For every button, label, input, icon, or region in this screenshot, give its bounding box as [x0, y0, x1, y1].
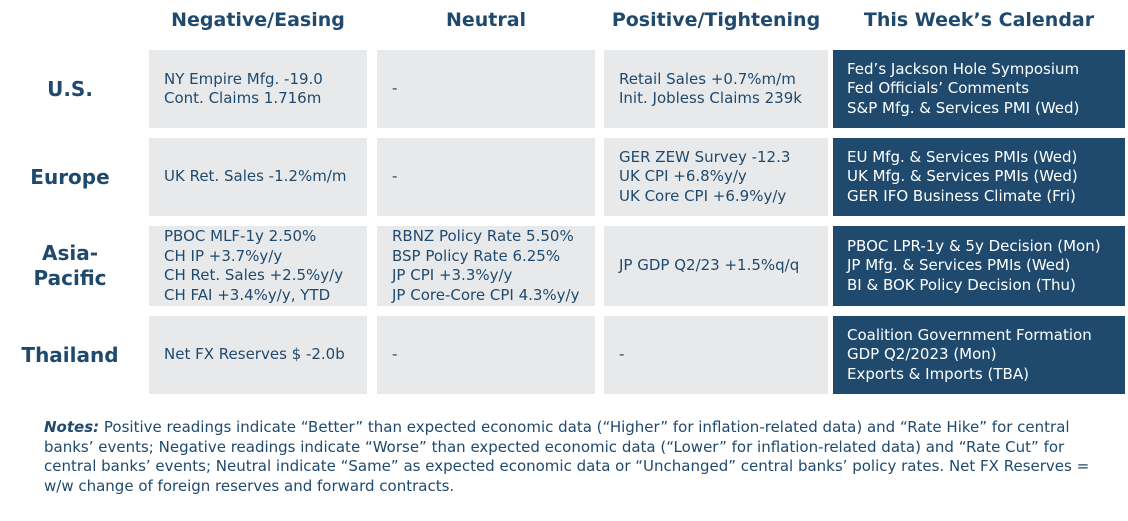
cell-line: BI & BOK Policy Decision (Thu)	[847, 275, 1076, 294]
cell-asia-calendar: PBOC LPR-1y & 5y Decision (Mon) JP Mfg. …	[833, 226, 1125, 306]
cell-line: UK Mfg. & Services PMIs (Wed)	[847, 167, 1078, 186]
header-negative-easing: Negative/Easing	[171, 9, 345, 31]
row-label-thailand: Thailand	[21, 342, 119, 367]
row-label-europe: Europe	[30, 164, 110, 189]
cell-europe-negative: UK Ret. Sales -1.2%m/m	[149, 138, 367, 216]
cell-line: -	[619, 345, 625, 364]
header-positive-tightening: Positive/Tightening	[611, 9, 821, 31]
cell-line: RBNZ Policy Rate 5.50%	[392, 227, 574, 245]
cell-line: UK Ret. Sales -1.2%m/m	[164, 167, 347, 186]
cell-europe-neutral: -	[377, 138, 595, 216]
cell-line: S&P Mfg. & Services PMI (Wed)	[847, 98, 1080, 117]
notes-text: Positive readings indicate “Better” than…	[44, 418, 1090, 495]
cell-line: CH IP +3.7%y/y	[164, 246, 283, 265]
row-label-asia-pacific: Asia- Pacific	[0, 226, 140, 306]
header-neutral: Neutral	[445, 9, 527, 31]
cell-line: JP CPI +3.3%y/y	[392, 266, 513, 284]
cell-thailand-positive: -	[604, 316, 828, 394]
cell-line: Init. Jobless Claims 239k	[619, 89, 802, 107]
cell-line: Exports & Imports (TBA)	[847, 364, 1029, 383]
cell-line: CH Ret. Sales +2.5%y/y	[164, 266, 344, 284]
cell-line: Retail Sales +0.7%m/m	[619, 69, 796, 88]
cell-line: UK CPI +6.8%y/y	[619, 167, 747, 186]
notes-label: Notes:	[44, 418, 100, 436]
cell-europe-calendar: EU Mfg. & Services PMIs (Wed) UK Mfg. & …	[833, 138, 1125, 216]
cell-asia-positive: JP GDP Q2/23 +1.5%q/q	[604, 226, 828, 306]
cell-asia-negative: PBOC MLF-1y 2.50% CH IP +3.7%y/y CH Ret.…	[149, 226, 367, 306]
cell-thailand-calendar: Coalition Government Formation GDP Q2/20…	[833, 316, 1125, 394]
cell-line: Cont. Claims 1.716m	[164, 89, 322, 107]
header-this-weeks-calendar: This Week’s Calendar	[863, 9, 1095, 31]
row-label-line: Asia-	[41, 241, 99, 265]
cell-europe-positive: GER ZEW Survey -12.3 UK CPI +6.8%y/y UK …	[604, 138, 828, 216]
cell-line: CH FAI +3.4%y/y, YTD	[164, 285, 331, 304]
cell-line: JP GDP Q2/23 +1.5%q/q	[619, 256, 800, 275]
cell-asia-neutral: RBNZ Policy Rate 5.50% BSP Policy Rate 6…	[377, 226, 595, 306]
cell-line: Net FX Reserves $ -2.0b	[164, 345, 345, 364]
row-label-us: U.S.	[47, 76, 93, 101]
cell-thailand-neutral: -	[377, 316, 595, 394]
cell-line: Fed’s Jackson Hole Symposium	[847, 59, 1080, 78]
cell-us-negative: NY Empire Mfg. -19.0 Cont. Claims 1.716m	[149, 50, 367, 128]
cell-line: BSP Policy Rate 6.25%	[392, 246, 561, 265]
cell-line: JP Mfg. & Services PMIs (Wed)	[847, 256, 1071, 275]
cell-line: -	[392, 79, 398, 98]
cell-line: -	[392, 345, 398, 364]
cell-thailand-negative: Net FX Reserves $ -2.0b	[149, 316, 367, 394]
cell-line: Coalition Government Formation	[847, 325, 1092, 344]
cell-line: -	[392, 167, 398, 186]
row-label-line: Pacific	[33, 266, 107, 290]
cell-line: EU Mfg. & Services PMIs (Wed)	[847, 147, 1078, 166]
cell-us-calendar: Fed’s Jackson Hole Symposium Fed Officia…	[833, 50, 1125, 128]
cell-line: GDP Q2/2023 (Mon)	[847, 345, 997, 364]
cell-line: PBOC MLF-1y 2.50%	[164, 227, 317, 245]
cell-line: GER IFO Business Climate (Fri)	[847, 186, 1076, 205]
cell-line: Fed Officials’ Comments	[847, 79, 1030, 98]
notes: Notes: Positive readings indicate “Bette…	[44, 418, 1114, 496]
cell-line: NY Empire Mfg. -19.0	[164, 69, 323, 88]
cell-line: JP Core-Core CPI 4.3%y/y	[392, 285, 580, 304]
cell-line: UK Core CPI +6.9%y/y	[619, 186, 787, 205]
cell-us-neutral: -	[377, 50, 595, 128]
cell-line: GER ZEW Survey -12.3	[619, 147, 791, 166]
cell-line: PBOC LPR-1y & 5y Decision (Mon)	[847, 236, 1101, 255]
cell-us-positive: Retail Sales +0.7%m/m Init. Jobless Clai…	[604, 50, 828, 128]
